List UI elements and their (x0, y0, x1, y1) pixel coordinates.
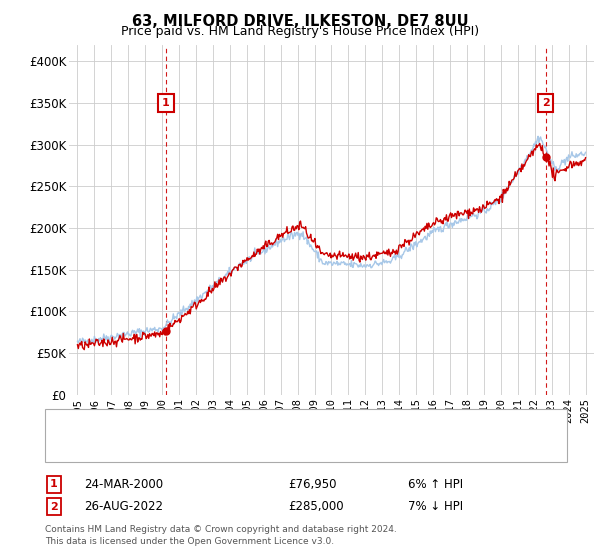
Text: 63, MILFORD DRIVE, ILKESTON, DE7 8UU (detached house): 63, MILFORD DRIVE, ILKESTON, DE7 8UU (de… (93, 415, 440, 428)
Text: Contains HM Land Registry data © Crown copyright and database right 2024.: Contains HM Land Registry data © Crown c… (45, 525, 397, 534)
Text: 7% ↓ HPI: 7% ↓ HPI (408, 500, 463, 514)
Text: 2: 2 (542, 98, 550, 108)
Text: 63, MILFORD DRIVE, ILKESTON, DE7 8UU: 63, MILFORD DRIVE, ILKESTON, DE7 8UU (131, 14, 469, 29)
Text: Price paid vs. HM Land Registry's House Price Index (HPI): Price paid vs. HM Land Registry's House … (121, 25, 479, 38)
Text: 1: 1 (162, 98, 170, 108)
Text: £285,000: £285,000 (288, 500, 344, 514)
Text: HPI: Average price, detached house, Erewash: HPI: Average price, detached house, Erew… (93, 441, 361, 455)
Text: 26-AUG-2022: 26-AUG-2022 (84, 500, 163, 514)
Text: This data is licensed under the Open Government Licence v3.0.: This data is licensed under the Open Gov… (45, 537, 334, 546)
Text: 1: 1 (50, 479, 58, 489)
Text: £76,950: £76,950 (288, 478, 337, 491)
Text: 6% ↑ HPI: 6% ↑ HPI (408, 478, 463, 491)
Text: 2: 2 (50, 502, 58, 512)
Text: 24-MAR-2000: 24-MAR-2000 (84, 478, 163, 491)
